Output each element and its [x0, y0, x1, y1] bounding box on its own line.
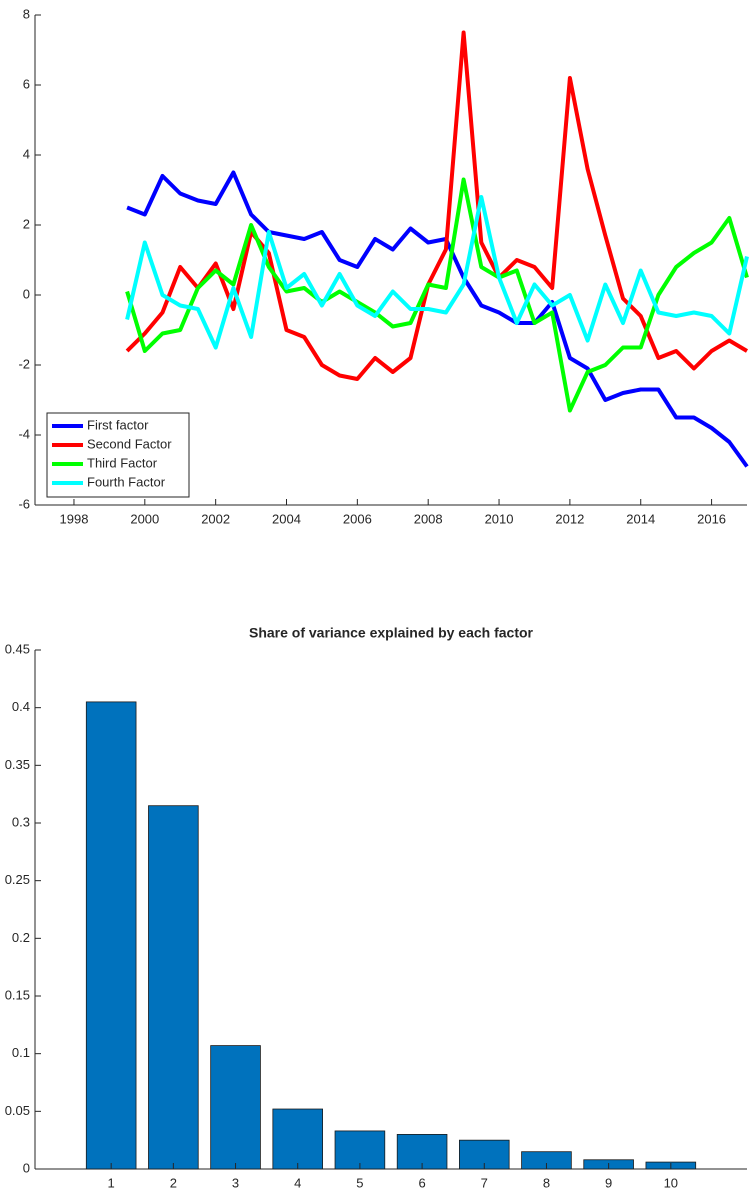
bar: [148, 805, 199, 1170]
x-tick-label: 8: [543, 1175, 550, 1190]
bar: [272, 1108, 323, 1170]
x-tick-label: 2004: [272, 511, 301, 526]
chart-title: Share of variance explained by each fact…: [249, 625, 534, 641]
y-tick-label: 0.45: [5, 641, 30, 656]
x-tick-label: 1998: [60, 511, 89, 526]
y-tick-label: 0.15: [5, 987, 30, 1002]
y-tick-label: 0.4: [12, 699, 30, 714]
y-tick-label: 8: [23, 6, 30, 21]
y-tick-label: 6: [23, 76, 30, 91]
y-tick-label: -6: [18, 496, 30, 511]
legend-label: Third Factor: [87, 455, 158, 470]
x-tick-label: 3: [232, 1175, 239, 1190]
x-tick-label: 2014: [626, 511, 655, 526]
x-tick-label: 2012: [555, 511, 584, 526]
y-tick-label: 0.2: [12, 930, 30, 945]
x-tick-label: 2: [170, 1175, 177, 1190]
y-tick-label: 0.3: [12, 814, 30, 829]
legend-label: Fourth Factor: [87, 474, 166, 489]
y-tick-label: 0.05: [5, 1103, 30, 1118]
series-line: [125, 195, 749, 350]
legend-label: First factor: [87, 417, 149, 432]
x-tick-label: 2006: [343, 511, 372, 526]
series-line: [126, 170, 749, 468]
series-line: [125, 177, 749, 413]
y-tick-label: 0.25: [5, 872, 30, 887]
y-tick-label: -4: [18, 426, 30, 441]
x-tick-label: 2002: [201, 511, 230, 526]
y-tick-label: 0: [23, 1160, 30, 1175]
y-tick-label: 0: [23, 286, 30, 301]
x-tick-label: 2000: [130, 511, 159, 526]
x-tick-label: 4: [294, 1175, 301, 1190]
y-tick-label: 0.1: [12, 1045, 30, 1060]
y-tick-label: 2: [23, 216, 30, 231]
x-tick-label: 7: [481, 1175, 488, 1190]
x-tick-label: 2010: [485, 511, 514, 526]
legend-label: Second Factor: [87, 436, 172, 451]
bar: [85, 701, 137, 1170]
x-tick-label: 5: [356, 1175, 363, 1190]
x-tick-label: 9: [605, 1175, 612, 1190]
x-tick-label: 2008: [414, 511, 443, 526]
y-tick-label: 0.35: [5, 757, 30, 772]
x-tick-label: 6: [418, 1175, 425, 1190]
y-tick-label: 4: [23, 146, 30, 161]
x-tick-label: 2016: [697, 511, 726, 526]
bar: [210, 1045, 261, 1170]
y-tick-label: -2: [18, 356, 30, 371]
x-tick-label: 10: [664, 1175, 678, 1190]
x-tick-label: 1: [108, 1175, 115, 1190]
